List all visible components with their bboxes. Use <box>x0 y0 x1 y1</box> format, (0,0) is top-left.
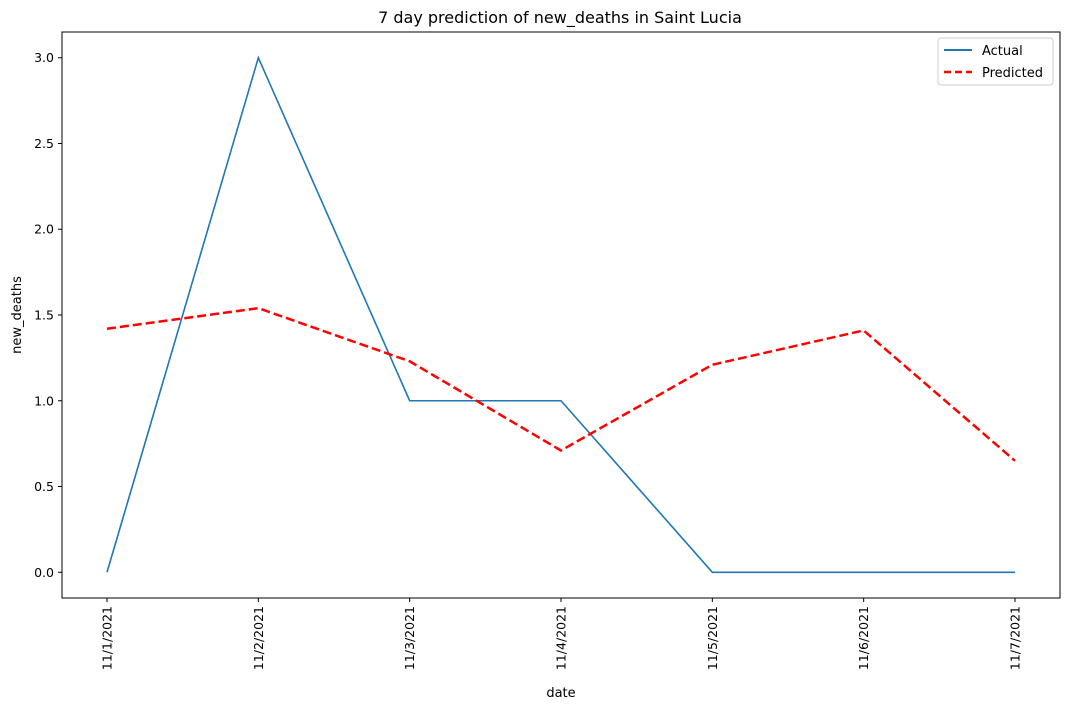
y-tick-label: 2.0 <box>34 222 54 237</box>
x-tick-label: 11/4/2021 <box>554 606 569 670</box>
legend-label-actual: Actual <box>982 44 1023 59</box>
x-tick-label: 11/3/2021 <box>402 606 417 670</box>
series-line-predicted <box>106 306 1016 462</box>
y-tick-label: 0.5 <box>34 479 54 494</box>
x-tick-label: 11/5/2021 <box>705 606 720 670</box>
axis-ticks: 0.0 0.5 1.0 1.5 2.0 2.5 3.0 11/1/2021 11/2/2021 1… <box>34 50 1022 670</box>
x-axis-label: date <box>546 686 575 701</box>
x-tick-label: 11/2/2021 <box>251 606 266 670</box>
y-axis-label: new_deaths <box>10 276 25 354</box>
x-tick-label: 11/1/2021 <box>100 606 115 670</box>
legend: Actual Predicted <box>937 37 1054 86</box>
x-tick-label: 11/6/2021 <box>856 606 871 670</box>
y-tick-label: 1.0 <box>34 393 54 408</box>
x-tick-label: 11/7/2021 <box>1008 606 1023 670</box>
y-tick-label: 2.5 <box>34 136 54 151</box>
y-tick-label: 3.0 <box>34 50 54 65</box>
plot-area <box>106 55 1016 574</box>
y-tick-label: 0.0 <box>34 565 54 580</box>
chart-title: 7 day prediction of new_deaths in Saint … <box>378 8 742 28</box>
y-tick-label: 1.5 <box>34 308 54 323</box>
series-line-actual <box>106 55 1015 574</box>
legend-label-predicted: Predicted <box>982 66 1043 81</box>
